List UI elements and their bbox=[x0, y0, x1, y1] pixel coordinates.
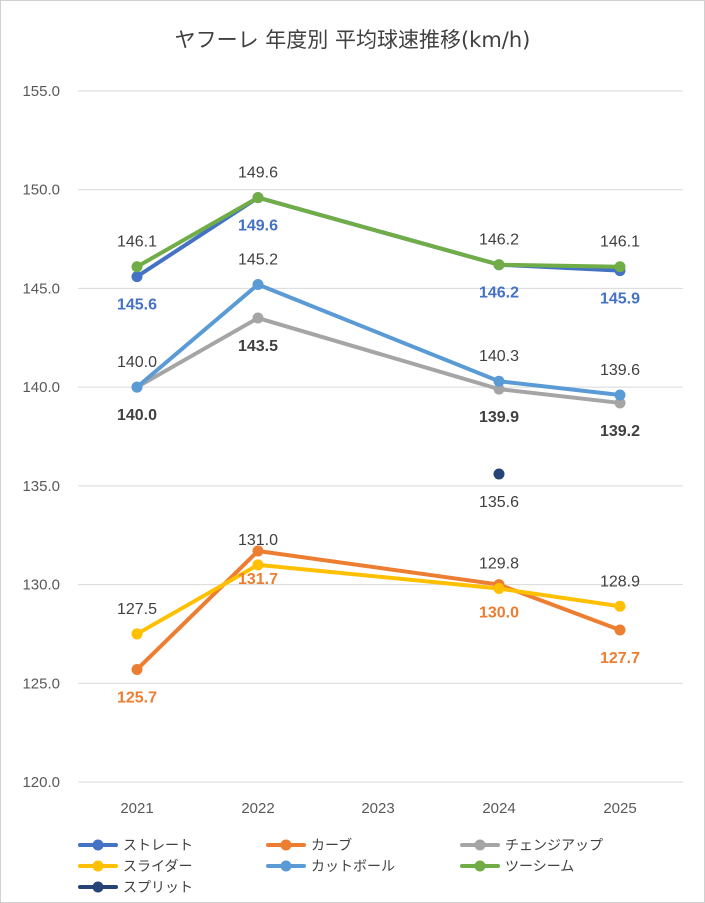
x-tick-label: 2025 bbox=[603, 800, 636, 817]
legend-label: スライダー bbox=[123, 859, 192, 875]
data-point bbox=[614, 389, 626, 401]
series-line bbox=[135, 195, 622, 269]
data-label: 146.1 bbox=[600, 234, 640, 251]
y-tick-label: 145.0 bbox=[22, 280, 60, 297]
data-label: 139.2 bbox=[600, 423, 640, 440]
data-point bbox=[252, 559, 264, 571]
data-point bbox=[252, 545, 264, 557]
data-point bbox=[493, 468, 505, 480]
legend-marker bbox=[92, 839, 104, 851]
data-label: 146.2 bbox=[479, 232, 519, 249]
y-tick-label: 120.0 bbox=[22, 774, 60, 791]
data-label: 135.6 bbox=[479, 494, 519, 511]
series-line bbox=[135, 562, 622, 636]
legend-marker bbox=[474, 839, 486, 851]
data-label: 130.0 bbox=[479, 605, 519, 622]
data-point bbox=[131, 628, 143, 640]
data-point bbox=[131, 381, 143, 393]
data-point bbox=[493, 383, 505, 395]
data-point bbox=[131, 271, 143, 283]
legend-label: チェンジアップ bbox=[505, 838, 603, 854]
series-line bbox=[135, 282, 622, 398]
x-tick-label: 2021 bbox=[120, 800, 153, 817]
data-label: 140.0 bbox=[117, 354, 157, 371]
y-tick-label: 140.0 bbox=[22, 379, 60, 396]
data-label: 125.7 bbox=[117, 689, 157, 706]
y-tick-label: 135.0 bbox=[22, 478, 60, 495]
y-tick-label: 150.0 bbox=[22, 182, 60, 199]
legend-marker bbox=[280, 839, 292, 851]
data-point bbox=[493, 375, 505, 387]
data-point bbox=[252, 312, 264, 324]
series-line bbox=[135, 316, 622, 405]
data-point bbox=[614, 397, 626, 409]
chart-title: ヤフーレ 年度別 平均球速推移(km/h) bbox=[174, 28, 531, 52]
series-line bbox=[135, 549, 622, 672]
data-point bbox=[252, 192, 264, 204]
legend-label: スプリット bbox=[123, 880, 193, 896]
legend-marker bbox=[92, 881, 104, 893]
data-label: 143.5 bbox=[238, 338, 278, 355]
data-point bbox=[614, 600, 626, 612]
legend-marker bbox=[280, 860, 292, 872]
y-tick-label: 130.0 bbox=[22, 577, 60, 594]
y-tick-label: 155.0 bbox=[22, 83, 60, 100]
data-label: 131.0 bbox=[238, 532, 278, 549]
data-label: 139.6 bbox=[600, 362, 640, 379]
data-label: 139.9 bbox=[479, 409, 519, 426]
data-label: 146.1 bbox=[117, 234, 157, 251]
data-point bbox=[131, 261, 143, 273]
data-label: 146.2 bbox=[479, 285, 519, 302]
data-label: 129.8 bbox=[479, 556, 519, 573]
data-point bbox=[493, 259, 505, 271]
data-label: 149.6 bbox=[238, 218, 278, 235]
data-label: 140.3 bbox=[479, 348, 519, 365]
y-tick-label: 125.0 bbox=[22, 675, 60, 692]
data-point bbox=[614, 261, 626, 273]
x-tick-label: 2022 bbox=[241, 800, 274, 817]
legend-marker bbox=[474, 860, 486, 872]
data-label: 131.7 bbox=[238, 571, 278, 588]
data-label: 140.0 bbox=[117, 407, 157, 424]
x-tick-label: 2024 bbox=[482, 800, 515, 817]
legend-label: ツーシーム bbox=[505, 859, 574, 875]
x-tick-label: 2023 bbox=[361, 800, 394, 817]
data-point bbox=[493, 583, 505, 595]
legend-label: カーブ bbox=[311, 837, 352, 854]
data-label: 145.6 bbox=[117, 297, 157, 314]
data-label: 127.7 bbox=[600, 650, 640, 667]
data-label: 128.9 bbox=[600, 573, 640, 590]
data-label: 149.6 bbox=[238, 165, 278, 182]
legend-label: ストレート bbox=[123, 838, 193, 854]
data-label: 145.9 bbox=[600, 291, 640, 308]
data-point bbox=[252, 278, 264, 290]
data-label: 127.5 bbox=[117, 601, 157, 618]
data-point bbox=[614, 624, 626, 636]
data-label: 145.2 bbox=[238, 251, 278, 268]
data-point bbox=[131, 663, 143, 675]
legend-label: カットボール bbox=[311, 859, 395, 875]
legend-marker bbox=[92, 860, 104, 872]
